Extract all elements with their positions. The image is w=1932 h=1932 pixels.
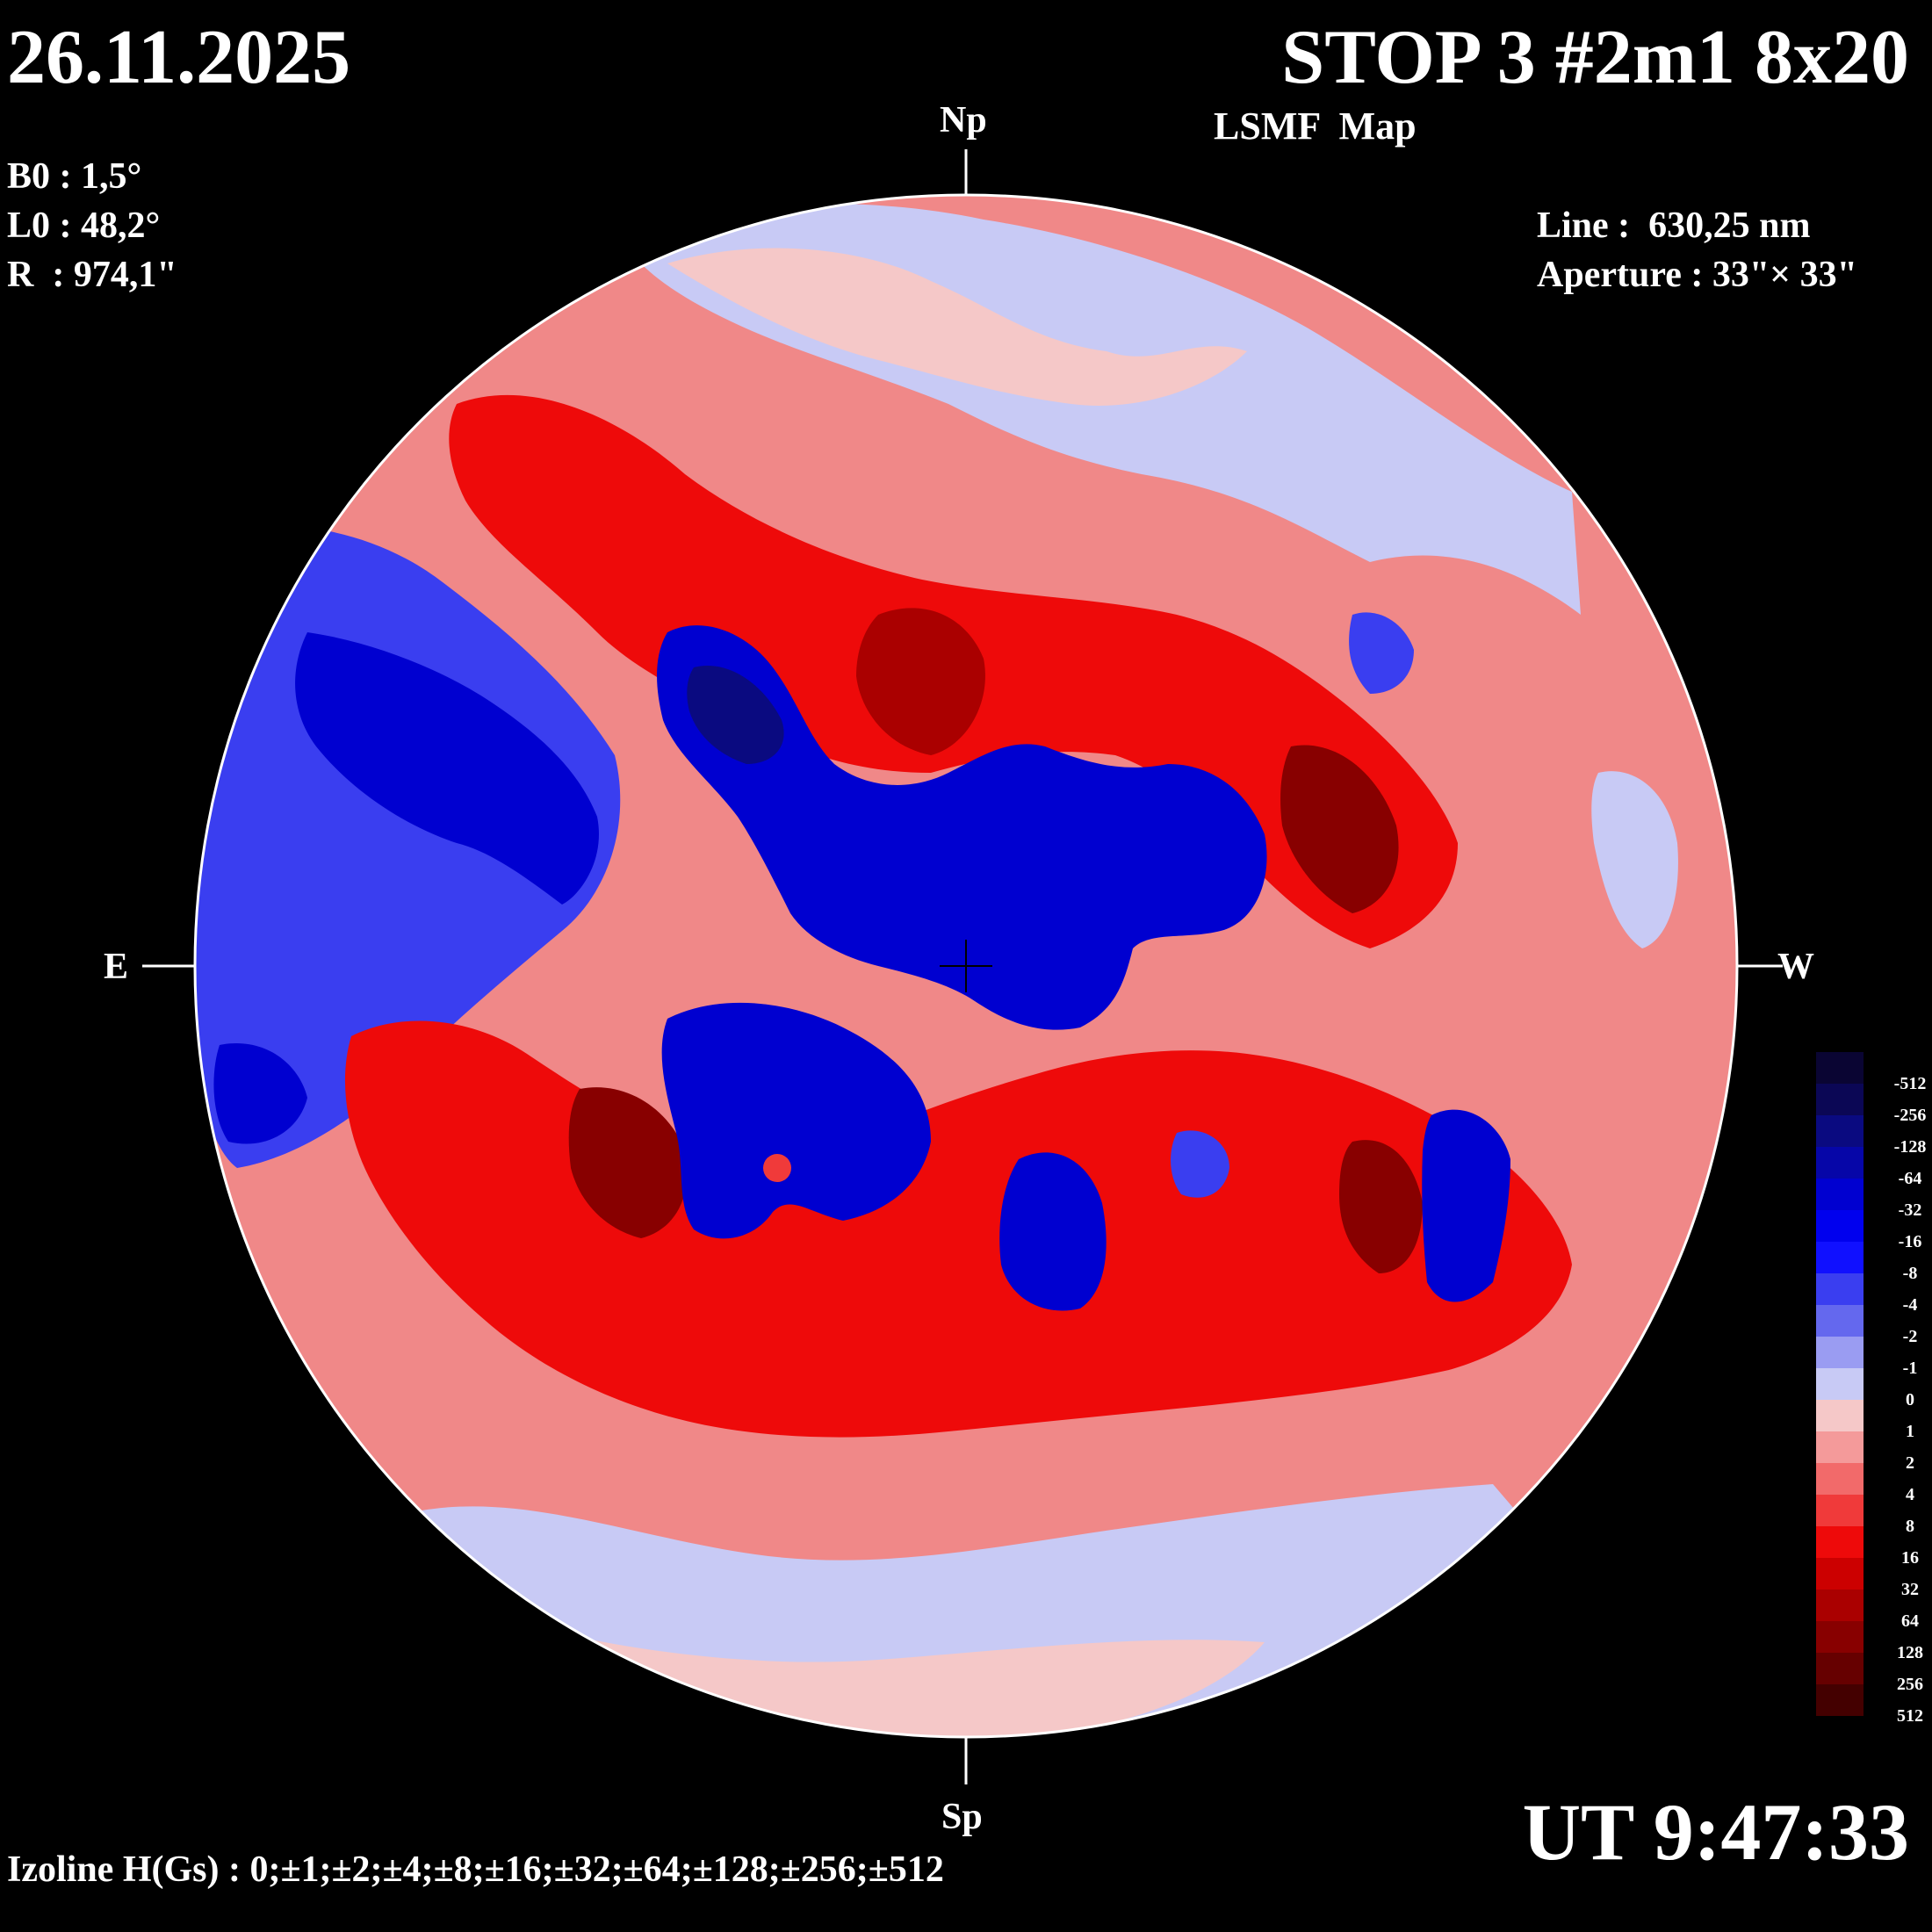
colorbar-swatch (1816, 1526, 1864, 1558)
south-center-hole (763, 1154, 791, 1182)
east-region-dark (295, 632, 599, 905)
colorbar-swatch (1816, 1052, 1864, 1084)
colorbar-label: -1 (1902, 1359, 1918, 1378)
colorbar-label: -2 (1902, 1327, 1918, 1346)
colorbar-swatch (1816, 1210, 1864, 1242)
north-label: Np (940, 100, 987, 141)
izoline-legend: Izoline H(Gs) : 0;±1;±2;±4;±8;±16;±32;±6… (7, 1849, 944, 1890)
south-center-blue (661, 1002, 931, 1239)
west-label: W (1777, 947, 1814, 987)
colorbar-label: 64 (1901, 1611, 1919, 1631)
param-aperture: Aperture : 33"× 33" (1537, 255, 1857, 295)
colorbar-swatch (1816, 1463, 1864, 1495)
colorbar-swatch (1816, 1368, 1864, 1400)
colorbar-label: -64 (1898, 1169, 1922, 1188)
colorbar-label: 1 (1906, 1422, 1914, 1441)
south-blob-2 (1422, 1109, 1510, 1302)
param-l0: L0 : 48,2° (7, 205, 161, 246)
core-2 (1280, 745, 1399, 913)
colorbar-swatch (1816, 1305, 1864, 1337)
colorbar-label: -8 (1902, 1264, 1918, 1283)
south-band-pink (492, 1616, 1265, 1737)
core-1 (856, 608, 985, 755)
core-3 (568, 1087, 688, 1238)
colorbar-swatch (1816, 1273, 1864, 1305)
south-blob-1 (999, 1152, 1107, 1311)
colorbar-swatch (1816, 1621, 1864, 1653)
colorbar-swatch (1816, 1653, 1864, 1684)
east-lower-dark (213, 1043, 307, 1144)
colorbar-swatch (1816, 1431, 1864, 1463)
colorbar-swatch (1816, 1495, 1864, 1526)
colorbar-swatch (1816, 1084, 1864, 1115)
colorbar-label: 0 (1906, 1390, 1914, 1409)
colorbar-label: 2 (1906, 1453, 1914, 1473)
colorbar-label: -128 (1893, 1137, 1927, 1157)
colorbar-swatch (1816, 1147, 1864, 1179)
colorbar-label: -16 (1898, 1232, 1922, 1251)
colorbar-label: 4 (1906, 1485, 1914, 1504)
colorbar-label: 256 (1897, 1675, 1923, 1694)
colorbar-swatch (1816, 1684, 1864, 1716)
param-b0: B0 : 1,5° (7, 156, 142, 197)
colorbar-label: -4 (1902, 1295, 1918, 1315)
colorbar-label: -256 (1893, 1106, 1927, 1125)
central-blue (657, 625, 1267, 1030)
colorbar-swatch (1816, 1337, 1864, 1368)
west-patch-2 (1349, 612, 1414, 694)
south-label: Sp (941, 1797, 983, 1837)
colorbar-label: 512 (1897, 1706, 1923, 1726)
east-label: E (104, 947, 129, 987)
colorbar-label: -32 (1898, 1200, 1922, 1220)
date-label: 26.11.2025 (7, 15, 351, 100)
west-patch (1591, 771, 1678, 948)
colorbar-swatch (1816, 1558, 1864, 1590)
colorbar-swatch (1816, 1400, 1864, 1431)
colorbar-label: 8 (1906, 1517, 1914, 1536)
colorbar-label: 16 (1901, 1548, 1919, 1568)
param-radius: R : 974,1" (7, 255, 177, 295)
ut-time: UT 9:47:33 (1522, 1787, 1909, 1877)
map-subtitle: LSMF Map (1214, 105, 1417, 148)
colorbar-swatch (1816, 1242, 1864, 1273)
south-blob-3 (1171, 1130, 1229, 1198)
map-title: STOP 3 #2m1 8x20 (1281, 15, 1909, 100)
north-cap-pink (667, 248, 1247, 406)
colorbar (1816, 1052, 1864, 1716)
central-blue-dark (687, 666, 784, 764)
colorbar-label: 32 (1901, 1580, 1919, 1599)
south-red-band (344, 1020, 1573, 1438)
colorbar-label: -512 (1893, 1074, 1927, 1093)
core-4 (1339, 1140, 1423, 1273)
param-line: Line : 630,25 nm (1537, 205, 1811, 246)
colorbar-swatch (1816, 1590, 1864, 1621)
colorbar-swatch (1816, 1115, 1864, 1147)
colorbar-swatch (1816, 1179, 1864, 1210)
colorbar-label: 128 (1897, 1643, 1923, 1662)
